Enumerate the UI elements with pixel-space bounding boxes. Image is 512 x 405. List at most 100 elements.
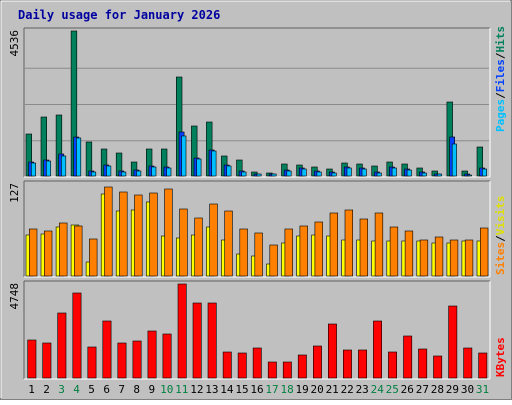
x-tick-label-day-1: 1 bbox=[28, 383, 35, 396]
panel-background bbox=[24, 28, 490, 177]
bar-sites-day-1 bbox=[28, 228, 38, 277]
bar-sites-day-13 bbox=[209, 203, 218, 277]
bar-sites-day-25 bbox=[389, 226, 399, 277]
x-tick-label-day-31: 31 bbox=[476, 383, 489, 396]
bar-pages-day-28 bbox=[436, 173, 442, 177]
bar-pages-day-8 bbox=[136, 170, 142, 177]
bar-sites-day-23 bbox=[359, 218, 368, 277]
bar-kbytes-day-8 bbox=[132, 340, 142, 379]
panel-kbytes: 4748 bbox=[8, 280, 491, 380]
bar-kbytes-day-13 bbox=[207, 302, 217, 379]
x-tick-label-day-9: 9 bbox=[148, 383, 155, 396]
legend-hits-files-pages-part-2: Files bbox=[494, 59, 507, 92]
bar-sites-day-5 bbox=[89, 238, 98, 277]
x-tick-label-day-7: 7 bbox=[118, 383, 125, 396]
bar-sites-day-8 bbox=[134, 194, 143, 277]
x-tick-label-day-18: 18 bbox=[280, 383, 293, 396]
bar-kbytes-day-18 bbox=[282, 361, 292, 379]
bar-kbytes-day-12 bbox=[192, 302, 202, 379]
bar-pages-day-26 bbox=[406, 169, 412, 177]
bar-kbytes-day-5 bbox=[87, 346, 97, 379]
bar-kbytes-day-25 bbox=[388, 351, 397, 379]
bar-pages-day-18 bbox=[286, 170, 292, 177]
x-tick-label-day-16: 16 bbox=[250, 383, 263, 396]
legend-kbytes-part-0: KBytes bbox=[494, 337, 507, 377]
bar-kbytes-day-31 bbox=[478, 352, 488, 379]
bar-sites-day-3 bbox=[59, 222, 68, 277]
bar-sites-day-4 bbox=[74, 225, 83, 277]
bar-kbytes-day-7 bbox=[117, 342, 127, 379]
bar-kbytes-day-19 bbox=[297, 354, 307, 379]
bar-pages-day-9 bbox=[151, 166, 157, 177]
bar-sites-day-22 bbox=[344, 209, 353, 277]
legend-kbytes: KBytes bbox=[494, 337, 507, 377]
panel-max-label: 4748 bbox=[8, 283, 21, 310]
bar-pages-day-31 bbox=[481, 168, 487, 177]
x-tick-label-day-23: 23 bbox=[356, 383, 369, 396]
bar-sites-day-2 bbox=[43, 230, 53, 277]
bar-sites-day-29 bbox=[449, 239, 459, 277]
bar-pages-day-20 bbox=[316, 171, 322, 177]
bar-kbytes-day-29 bbox=[448, 305, 458, 379]
x-tick-label-day-28: 28 bbox=[431, 383, 444, 396]
panel-max-label: 4536 bbox=[8, 30, 21, 57]
panel-visits-sites: 127 bbox=[8, 180, 491, 278]
bar-kbytes-day-1 bbox=[27, 339, 37, 379]
x-tick-label-day-30: 30 bbox=[461, 383, 474, 396]
bar-sites-day-14 bbox=[224, 210, 233, 277]
chart-title: Daily usage for January 2026 bbox=[18, 8, 220, 22]
x-tick-label-day-8: 8 bbox=[133, 383, 140, 396]
bar-kbytes-day-2 bbox=[42, 342, 52, 379]
bar-sites-day-20 bbox=[314, 221, 323, 277]
x-tick-label-day-17: 17 bbox=[265, 383, 278, 396]
x-tick-label-day-25: 25 bbox=[386, 383, 399, 396]
bar-kbytes-day-9 bbox=[147, 330, 157, 379]
legend-hits-files-pages: Pages/Files/Hits bbox=[494, 26, 507, 132]
x-tick-label-day-20: 20 bbox=[310, 383, 323, 396]
bar-kbytes-day-26 bbox=[403, 335, 413, 379]
bar-pages-day-17 bbox=[271, 173, 277, 177]
bar-kbytes-day-15 bbox=[237, 352, 247, 379]
bar-sites-day-15 bbox=[239, 228, 248, 277]
bar-kbytes-day-16 bbox=[252, 347, 262, 379]
bar-sites-day-10 bbox=[164, 188, 173, 277]
x-tick-label-day-13: 13 bbox=[205, 383, 218, 396]
bar-pages-day-11 bbox=[181, 135, 187, 177]
bar-kbytes-day-30 bbox=[463, 347, 473, 379]
x-tick-label-day-3: 3 bbox=[58, 383, 65, 396]
legend-hits-files-pages-part-1: / bbox=[494, 92, 507, 99]
x-tick-label-day-12: 12 bbox=[190, 383, 203, 396]
x-tick-label-day-2: 2 bbox=[43, 383, 50, 396]
x-tick-label-day-10: 10 bbox=[160, 383, 173, 396]
bar-sites-day-30 bbox=[464, 239, 474, 277]
bar-pages-day-25 bbox=[391, 167, 397, 177]
bar-sites-day-11 bbox=[179, 208, 188, 277]
bar-pages-day-15 bbox=[241, 171, 247, 177]
legend-hits-files-pages-part-3: / bbox=[494, 52, 507, 59]
bar-pages-day-1 bbox=[30, 162, 36, 177]
x-tick-label-day-24: 24 bbox=[371, 383, 385, 396]
bar-kbytes-day-11 bbox=[177, 283, 187, 379]
x-tick-label-day-6: 6 bbox=[103, 383, 110, 396]
bar-kbytes-day-28 bbox=[433, 355, 443, 379]
bar-sites-day-26 bbox=[404, 230, 414, 277]
bar-kbytes-day-6 bbox=[102, 320, 112, 379]
bar-pages-day-2 bbox=[45, 160, 51, 177]
bar-pages-day-4 bbox=[76, 137, 82, 177]
bar-kbytes-day-22 bbox=[342, 349, 352, 379]
x-tick-label-day-19: 19 bbox=[295, 383, 308, 396]
x-tick-label-day-5: 5 bbox=[88, 383, 95, 396]
bar-kbytes-day-20 bbox=[312, 345, 322, 379]
bar-pages-day-24 bbox=[376, 172, 382, 177]
legend-visits-sites-part-1: / bbox=[494, 235, 507, 242]
bar-kbytes-day-24 bbox=[373, 320, 382, 379]
legend-visits-sites-part-0: Sites bbox=[494, 242, 507, 275]
bar-sites-day-7 bbox=[119, 191, 128, 277]
bar-sites-day-28 bbox=[434, 236, 444, 277]
bar-sites-day-31 bbox=[479, 227, 489, 277]
bar-pages-day-14 bbox=[226, 165, 232, 177]
bar-sites-day-27 bbox=[419, 239, 429, 277]
